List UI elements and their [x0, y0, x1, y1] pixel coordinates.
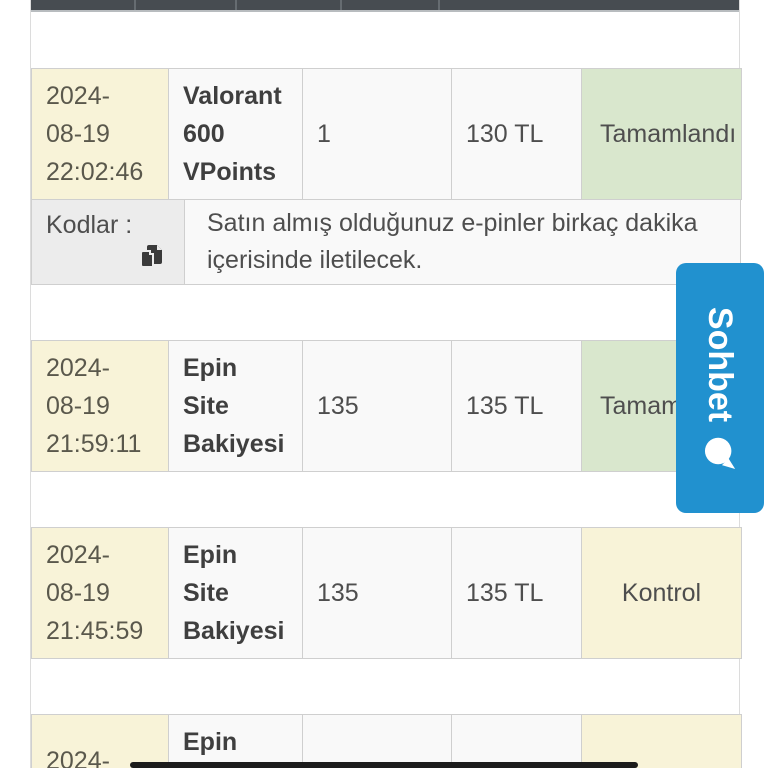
order-product: Valorant 600 VPoints — [168, 68, 303, 200]
order-date-cell: 2024-08-19 21:59:11 — [31, 340, 169, 472]
order-table: 2024-08-19 22:02:46 Valorant 600 VPoints… — [31, 68, 742, 200]
order-date-cell: 2024-08-19 22:02:46 — [31, 68, 169, 200]
order-price: 1 TL — [451, 714, 582, 768]
order-block: 2024-08-19 22:02:46 Valorant 600 VPoints… — [31, 68, 742, 285]
order-quantity: 1 — [302, 714, 452, 768]
order-row: 2024-08-19 Epin Site Bakiyesi 1 1 TL Kon… — [31, 714, 742, 768]
copy-icon[interactable] — [46, 244, 170, 278]
order-table: 2024-08-19 21:59:11 Epin Site Bakiyesi 1… — [31, 340, 742, 472]
order-date: 2024-08-19 — [46, 82, 110, 148]
copy-icon-glyph — [140, 245, 162, 268]
header-column-separator — [235, 0, 237, 10]
order-note-row: Kodlar : Satın almış olduğunuz e-pinler … — [31, 199, 741, 285]
order-time: 22:02:46 — [46, 158, 144, 186]
horizontal-scrollbar[interactable] — [130, 762, 638, 768]
codes-label: Kodlar : — [46, 211, 133, 239]
content-rail: 2024-08-19 22:02:46 Valorant 600 VPoints… — [30, 0, 742, 768]
order-status-cell: Kontrol — [581, 714, 742, 768]
order-date: 2024-08-19 — [46, 354, 110, 420]
chat-button[interactable]: Sohbet — [676, 263, 764, 513]
order-row: 2024-08-19 21:59:11 Epin Site Bakiyesi 1… — [31, 340, 742, 472]
order-price: 135 TL — [451, 527, 582, 659]
order-price: 130 TL — [451, 68, 582, 200]
order-date: 2024-08-19 — [46, 747, 110, 768]
chat-bubble-icon — [705, 437, 737, 469]
header-column-separator — [340, 0, 342, 10]
order-note-table: Kodlar : Satın almış olduğunuz e-pinler … — [31, 199, 741, 285]
order-date-cell: 2024-08-19 21:45:59 — [31, 527, 169, 659]
order-block: 2024-08-19 Epin Site Bakiyesi 1 1 TL Kon… — [31, 714, 742, 768]
codes-label-cell: Kodlar : — [31, 199, 185, 285]
table-header-bar — [31, 0, 739, 12]
order-time: 21:45:59 — [46, 617, 144, 645]
order-quantity: 1 — [302, 68, 452, 200]
order-product: Epin Site Bakiyesi — [168, 527, 303, 659]
order-table: 2024-08-19 21:45:59 Epin Site Bakiyesi 1… — [31, 527, 742, 659]
chat-button-inner: Sohbet — [701, 306, 740, 469]
order-row: 2024-08-19 22:02:46 Valorant 600 VPoints… — [31, 68, 742, 200]
order-block: 2024-08-19 21:59:11 Epin Site Bakiyesi 1… — [31, 340, 742, 472]
order-date-cell: 2024-08-19 — [31, 714, 169, 768]
order-quantity: 135 — [302, 340, 452, 472]
order-block: 2024-08-19 21:45:59 Epin Site Bakiyesi 1… — [31, 527, 742, 659]
codes-message: Satın almış olduğunuz e-pinler birkaç da… — [184, 199, 741, 285]
order-product: Epin Site Bakiyesi — [168, 714, 303, 768]
order-time: 21:59:11 — [46, 430, 142, 458]
order-price: 135 TL — [451, 340, 582, 472]
order-product: Epin Site Bakiyesi — [168, 340, 303, 472]
orders-list: 2024-08-19 22:02:46 Valorant 600 VPoints… — [31, 68, 742, 768]
header-column-separator — [438, 0, 440, 10]
header-column-separator — [134, 0, 136, 10]
order-status-cell: Kontrol — [581, 527, 742, 659]
order-quantity: 135 — [302, 527, 452, 659]
order-row: 2024-08-19 21:45:59 Epin Site Bakiyesi 1… — [31, 527, 742, 659]
order-date: 2024-08-19 — [46, 541, 110, 607]
order-status-cell: Tamamlandı — [581, 68, 742, 200]
order-table: 2024-08-19 Epin Site Bakiyesi 1 1 TL Kon… — [31, 714, 742, 768]
chat-button-label: Sohbet — [701, 306, 740, 422]
